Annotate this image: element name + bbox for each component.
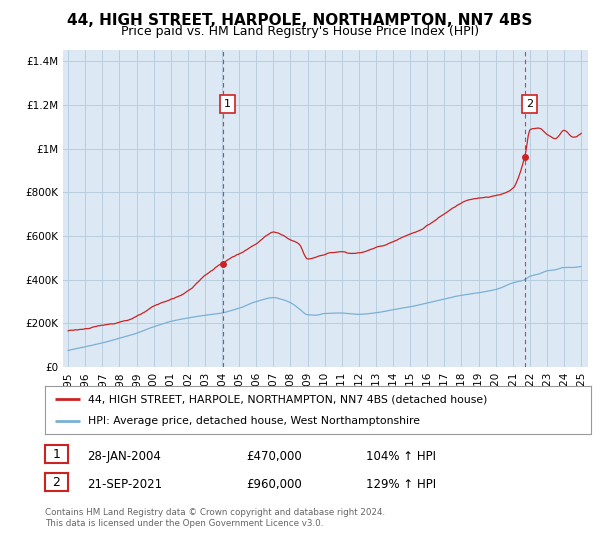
Text: 1: 1: [224, 99, 231, 109]
Text: 129% ↑ HPI: 129% ↑ HPI: [366, 478, 436, 491]
Text: HPI: Average price, detached house, West Northamptonshire: HPI: Average price, detached house, West…: [88, 416, 419, 426]
Text: £470,000: £470,000: [246, 450, 302, 463]
Text: 2: 2: [52, 475, 61, 489]
Text: £960,000: £960,000: [246, 478, 302, 491]
Text: Contains HM Land Registry data © Crown copyright and database right 2024.
This d: Contains HM Land Registry data © Crown c…: [45, 508, 385, 528]
Text: 1: 1: [52, 447, 61, 461]
Text: 21-SEP-2021: 21-SEP-2021: [87, 478, 162, 491]
Text: 44, HIGH STREET, HARPOLE, NORTHAMPTON, NN7 4BS (detached house): 44, HIGH STREET, HARPOLE, NORTHAMPTON, N…: [88, 394, 487, 404]
Text: 44, HIGH STREET, HARPOLE, NORTHAMPTON, NN7 4BS: 44, HIGH STREET, HARPOLE, NORTHAMPTON, N…: [67, 13, 533, 29]
Text: 104% ↑ HPI: 104% ↑ HPI: [366, 450, 436, 463]
Text: 28-JAN-2004: 28-JAN-2004: [87, 450, 161, 463]
Text: Price paid vs. HM Land Registry's House Price Index (HPI): Price paid vs. HM Land Registry's House …: [121, 25, 479, 38]
Text: 2: 2: [526, 99, 533, 109]
